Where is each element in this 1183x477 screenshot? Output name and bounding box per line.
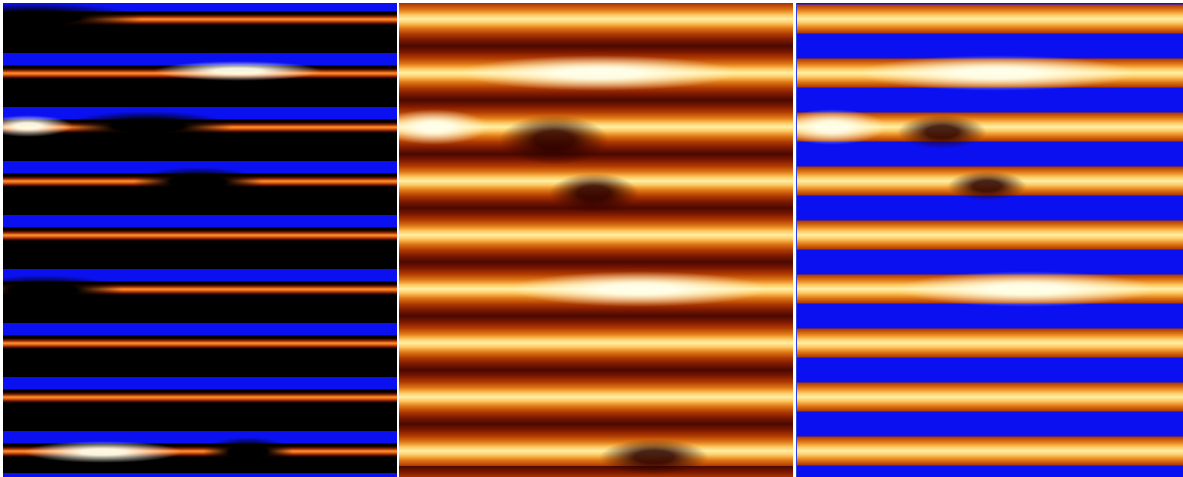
image (0, 0, 1183, 477)
dark-region (133, 167, 263, 197)
dark-region (599, 439, 709, 475)
dark-region (897, 115, 987, 149)
bright-region (3, 115, 73, 137)
bright-region (459, 55, 739, 91)
bright-region (23, 441, 183, 463)
bright-region (857, 55, 1137, 91)
heatmap-panel (796, 3, 1183, 477)
bright-region (796, 109, 887, 145)
dark-region (549, 173, 639, 213)
bright-region (153, 61, 323, 81)
dark-region (63, 111, 233, 141)
bright-region (399, 109, 489, 145)
dark-region (499, 115, 609, 165)
bright-region (509, 271, 769, 307)
bright-region (897, 271, 1157, 307)
dark-region (3, 3, 143, 33)
heatmap-panel (3, 3, 397, 477)
heatmap-panel (399, 3, 793, 477)
dark-region (3, 275, 123, 305)
dark-region (947, 171, 1027, 201)
dark-region (203, 437, 293, 467)
